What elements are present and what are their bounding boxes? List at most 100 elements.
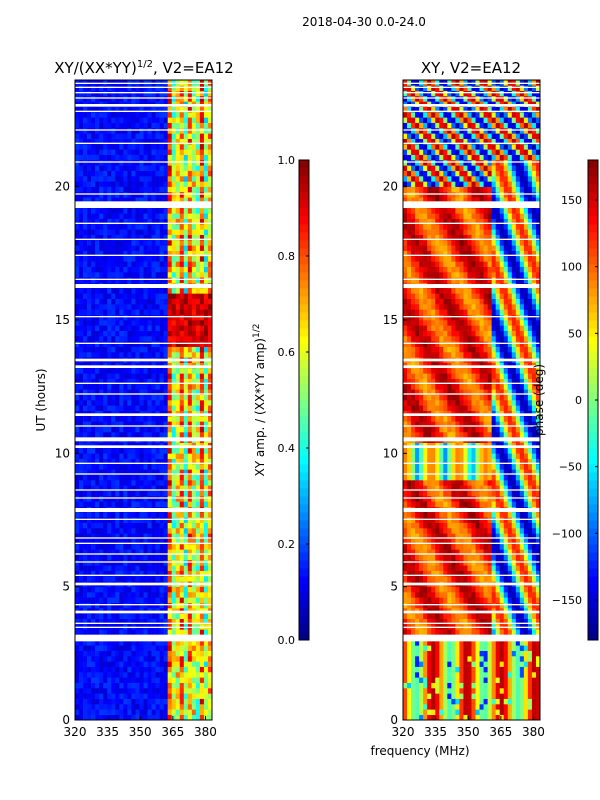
heatmap-cell	[179, 645, 185, 651]
heatmap-cell	[183, 330, 189, 337]
heatmap-cell	[415, 650, 420, 657]
heatmap-cell	[475, 656, 480, 662]
heatmap-cell	[207, 666, 213, 673]
heatmap-cell	[199, 384, 205, 390]
heatmap-cell	[475, 672, 480, 678]
heatmap-cell	[431, 618, 436, 625]
heatmap-cell	[123, 682, 128, 689]
heatmap-cell	[183, 538, 189, 545]
heatmap-cell	[95, 496, 100, 502]
heatmap-cell	[159, 405, 164, 411]
heatmap-cell	[179, 122, 185, 129]
heatmap-cell	[463, 602, 468, 609]
heatmap-cell	[95, 576, 100, 582]
heatmap-cell	[203, 613, 209, 619]
heatmap-cell	[115, 341, 120, 347]
heatmap-cell	[143, 576, 148, 582]
heatmap-cell	[179, 501, 185, 507]
heatmap-cell	[123, 704, 128, 710]
heatmap-cell	[87, 341, 92, 347]
heatmap-cell	[187, 117, 193, 123]
heatmap-cell	[523, 682, 529, 689]
heatmap-cell	[135, 421, 140, 427]
heatmap-cell	[147, 490, 152, 497]
heatmap-cell	[419, 645, 424, 651]
heatmap-cell	[123, 112, 128, 118]
heatmap-cell	[139, 373, 144, 379]
heatmap-cell	[491, 672, 496, 678]
heatmap-cell	[131, 165, 136, 171]
heatmap-cell	[123, 213, 128, 219]
heatmap-cell	[155, 480, 160, 486]
heatmap-cell	[463, 698, 468, 705]
heatmap-cell	[107, 96, 112, 102]
heatmap-cell	[159, 650, 164, 657]
heatmap-cell	[167, 661, 173, 667]
heatmap-cell	[139, 512, 144, 518]
heatmap-cell	[207, 586, 213, 593]
heatmap-cell	[119, 592, 124, 598]
heatmap-cell	[99, 618, 104, 625]
heatmap-cell	[135, 277, 140, 283]
heatmap-cell	[75, 154, 80, 161]
heatmap-cell	[183, 405, 189, 411]
heatmap-cell	[451, 602, 456, 609]
heatmap-cell	[103, 261, 108, 267]
heatmap-cell	[183, 592, 189, 598]
heatmap-cell	[115, 144, 120, 150]
heatmap-cell	[107, 496, 112, 502]
heatmap-cell	[183, 346, 189, 353]
heatmap-cell	[467, 618, 472, 625]
heatmap-cell	[159, 501, 164, 507]
heatmap-cell	[171, 554, 177, 561]
heatmap-cell	[95, 176, 100, 182]
heatmap-cell	[535, 672, 541, 678]
heatmap-cell	[527, 629, 533, 635]
heatmap-cell	[155, 256, 160, 262]
heatmap-cell	[191, 405, 197, 411]
heatmap-cell	[139, 234, 144, 241]
heatmap-cell	[175, 288, 181, 294]
heatmap-cell	[151, 309, 156, 315]
heatmap-cell	[107, 426, 112, 433]
heatmap-cell	[175, 688, 181, 694]
heatmap-cell	[99, 176, 104, 182]
heatmap-cell	[155, 709, 160, 715]
heatmap-cell	[87, 458, 92, 465]
heatmap-cell	[115, 240, 120, 246]
heatmap-cell	[167, 352, 173, 358]
colorbar-swatch	[299, 416, 309, 425]
heatmap-cell	[139, 320, 144, 326]
heatmap-cell	[199, 368, 205, 374]
heatmap-cell	[139, 138, 144, 145]
heatmap-cell	[131, 490, 136, 497]
heatmap-cell	[107, 560, 112, 566]
heatmap-cell	[95, 394, 100, 401]
heatmap-cell	[195, 490, 201, 497]
heatmap-cell	[195, 704, 201, 710]
heatmap-cell	[107, 693, 112, 699]
heatmap-cell	[99, 565, 104, 571]
heatmap-cell	[499, 693, 505, 699]
heatmap-cell	[119, 512, 124, 518]
heatmap-cell	[191, 416, 197, 422]
heatmap-cell	[179, 336, 185, 342]
amplitude-panel: XY/(XX*YY)1/2, V2=EA12 320 335 350 365 38005…	[34, 59, 234, 739]
heatmap-cell	[111, 416, 116, 422]
heatmap-cell	[191, 106, 197, 113]
heatmap-cell	[135, 656, 140, 662]
heatmap-cell	[195, 549, 201, 555]
heatmap-cell	[171, 650, 177, 657]
heatmap-cell	[135, 373, 140, 379]
heatmap-cell	[191, 618, 197, 625]
heatmap-cell	[175, 341, 181, 347]
heatmap-cell	[147, 149, 152, 155]
heatmap-cell	[147, 378, 152, 385]
heatmap-cell	[107, 277, 112, 283]
heatmap-cell	[435, 704, 440, 710]
heatmap-cell	[423, 666, 428, 673]
heatmap-cell	[191, 469, 197, 475]
heatmap-cell	[171, 672, 177, 678]
heatmap-cell	[463, 613, 468, 619]
heatmap-cell	[119, 336, 124, 342]
